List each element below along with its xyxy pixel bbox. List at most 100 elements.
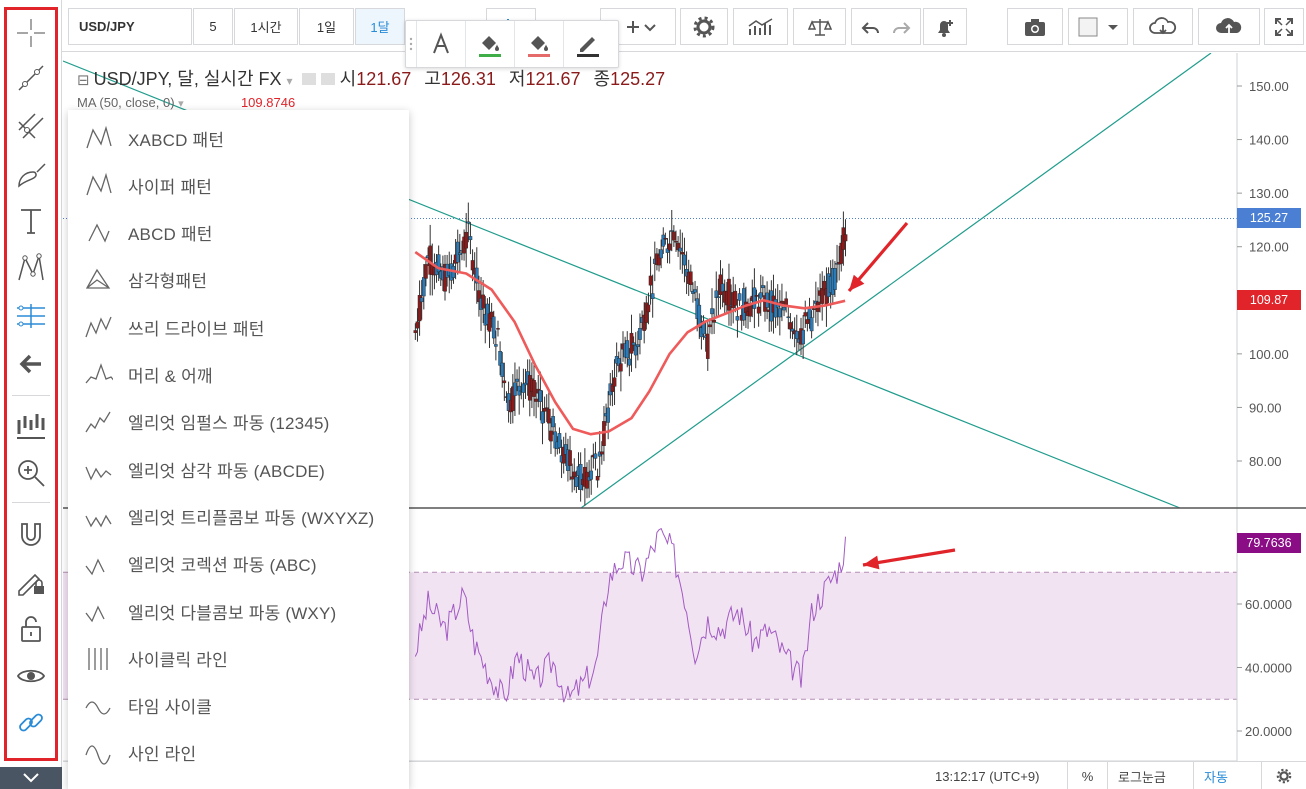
candle-body bbox=[578, 464, 583, 490]
candle-body bbox=[708, 324, 712, 328]
candle-body bbox=[470, 260, 475, 271]
drawing-tools-panel bbox=[0, 0, 62, 767]
candle-body bbox=[642, 314, 646, 331]
candle-body bbox=[616, 358, 621, 366]
triangle-pattern-icon bbox=[68, 257, 128, 303]
candle-body bbox=[822, 280, 827, 291]
measure-tool[interactable] bbox=[9, 406, 53, 446]
pitchfork-tool[interactable] bbox=[9, 106, 53, 146]
unlock-tool[interactable] bbox=[9, 609, 53, 649]
scale-settings-button[interactable] bbox=[1261, 762, 1306, 789]
rsi-value-tag: 79.7636 bbox=[1237, 533, 1301, 553]
collapse-toolbar-button[interactable] bbox=[0, 767, 62, 789]
candle-body bbox=[843, 234, 848, 242]
chevron-down-icon bbox=[23, 773, 39, 783]
candle-body bbox=[606, 407, 610, 423]
layout-icon bbox=[1078, 17, 1118, 36]
fullscreen-icon bbox=[1275, 17, 1293, 36]
candle-body bbox=[820, 288, 824, 304]
menu-item-sine-line[interactable]: 사인 라인 bbox=[68, 730, 409, 776]
ma-polyline bbox=[414, 251, 846, 436]
elliott-triple-combo-icon bbox=[68, 493, 128, 539]
low-label: 저 bbox=[508, 69, 526, 89]
cloud-download-icon bbox=[1149, 16, 1177, 34]
menu-item-label: 사이클릭 라인 bbox=[128, 650, 228, 670]
magnifier-icon bbox=[18, 460, 45, 487]
ma-dropdown-icon[interactable]: ▾ bbox=[178, 98, 184, 110]
menu-item-triangle-pattern[interactable]: 삼각형패턴 bbox=[68, 257, 409, 303]
interval-1m[interactable]: 1달 bbox=[355, 8, 405, 45]
legend-eye-icon[interactable] bbox=[301, 73, 316, 85]
candle-body bbox=[466, 221, 471, 224]
menu-item-elliott-correction[interactable]: 엘리엇 코렉션 파동 (ABC) bbox=[68, 541, 409, 587]
legend-settings-icon[interactable] bbox=[320, 73, 335, 85]
save-layout-button[interactable] bbox=[1198, 8, 1260, 45]
symbol-search[interactable]: USD/JPY bbox=[68, 8, 192, 45]
candle-body bbox=[667, 243, 672, 251]
menu-item-elliott-triangle[interactable]: 엘리엇 삼각 파동 (ABCDE) bbox=[68, 446, 409, 492]
interval-1d[interactable]: 1일 bbox=[299, 8, 354, 45]
brush-tool[interactable] bbox=[9, 154, 53, 194]
alert-button[interactable] bbox=[923, 8, 967, 45]
load-layout-button[interactable] bbox=[1133, 8, 1193, 45]
menu-item-head-shoulders[interactable]: 머리 & 어깨 bbox=[68, 352, 409, 398]
interval-1h[interactable]: 1시간 bbox=[234, 8, 298, 45]
ma-legend: MA (50, close, 0) ▾ 109.8746 bbox=[77, 95, 295, 110]
sync-drawings-tool[interactable] bbox=[9, 703, 53, 743]
screenshot-button[interactable] bbox=[1007, 8, 1063, 45]
back-arrow-tool[interactable] bbox=[9, 344, 53, 384]
menu-item-three-drives-pattern[interactable]: 쓰리 드라이브 패턴 bbox=[68, 304, 409, 350]
menu-item-elliott-triple-combo[interactable]: 엘리엇 트리플콤보 파동 (WXYXZ) bbox=[68, 493, 409, 539]
percent-toggle[interactable]: % bbox=[1067, 762, 1107, 789]
text-style-button[interactable] bbox=[416, 21, 465, 67]
interval-5[interactable]: 5 bbox=[193, 8, 233, 45]
lock-drawings-tool[interactable] bbox=[9, 561, 53, 601]
settings-button[interactable] bbox=[680, 8, 728, 45]
trendline-icon bbox=[18, 65, 44, 91]
candle-body bbox=[458, 252, 462, 255]
crosshair-tool[interactable] bbox=[9, 13, 53, 53]
candle-body bbox=[557, 433, 562, 448]
menu-item-abcd-pattern[interactable]: ABCD 패턴 bbox=[68, 210, 409, 256]
border-color-button[interactable] bbox=[514, 21, 563, 67]
log-scale-toggle[interactable]: 로그눈금 bbox=[1107, 762, 1176, 789]
trendline-tool[interactable] bbox=[9, 58, 53, 98]
menu-item-label: 엘리엇 임펄스 파동 (12345) bbox=[128, 414, 330, 434]
candle-body bbox=[705, 333, 710, 359]
candle-body bbox=[650, 293, 655, 300]
pattern-tool[interactable] bbox=[9, 248, 53, 288]
candle-body bbox=[474, 267, 479, 284]
link-icon bbox=[19, 713, 43, 732]
visibility-tool[interactable] bbox=[9, 656, 53, 696]
cloud-upload-icon bbox=[1216, 17, 1242, 33]
line-color-button[interactable] bbox=[563, 21, 612, 67]
candle-body bbox=[786, 316, 791, 319]
menu-item-label: 엘리엇 트리플콤보 파동 (WXYXZ) bbox=[128, 508, 375, 528]
candle-body bbox=[697, 304, 702, 328]
templates-button[interactable] bbox=[793, 8, 846, 45]
candle-body bbox=[455, 241, 460, 263]
menu-item-elliott-impulse[interactable]: 엘리엇 임펄스 파동 (12345) bbox=[68, 399, 409, 445]
zoom-tool[interactable] bbox=[9, 453, 53, 493]
text-tool[interactable] bbox=[9, 201, 53, 241]
candle-body bbox=[756, 306, 761, 314]
magnet-tool[interactable] bbox=[9, 514, 53, 554]
background-color-button[interactable] bbox=[465, 21, 514, 67]
menu-item-cypher-pattern[interactable]: 사이퍼 패턴 bbox=[68, 162, 409, 208]
compare-button[interactable] bbox=[600, 8, 676, 45]
menu-item-cyclic-lines[interactable]: 사이클릭 라인 bbox=[68, 635, 409, 681]
auto-scale-toggle[interactable]: 자동 bbox=[1193, 762, 1238, 789]
collapse-legend-icon[interactable]: ⊟ bbox=[77, 72, 90, 89]
menu-item-time-cycles[interactable]: 타임 사이클 bbox=[68, 683, 409, 729]
indicators-button[interactable] bbox=[733, 8, 788, 45]
low-value: 121.67 bbox=[525, 69, 581, 89]
drag-handle[interactable] bbox=[406, 21, 416, 67]
fullscreen-button[interactable] bbox=[1264, 8, 1304, 45]
menu-item-xabcd-pattern[interactable]: XABCD 패턴 bbox=[68, 115, 409, 161]
magnet-icon bbox=[21, 523, 41, 546]
layout-button[interactable] bbox=[1068, 8, 1128, 45]
prediction-tool[interactable] bbox=[9, 296, 53, 336]
ma-price-tag: 109.87 bbox=[1237, 290, 1301, 310]
legend-dropdown-icon[interactable]: ▾ bbox=[286, 74, 293, 88]
menu-item-elliott-double-combo[interactable]: 엘리엇 다블콤보 파동 (WXY) bbox=[68, 588, 409, 634]
